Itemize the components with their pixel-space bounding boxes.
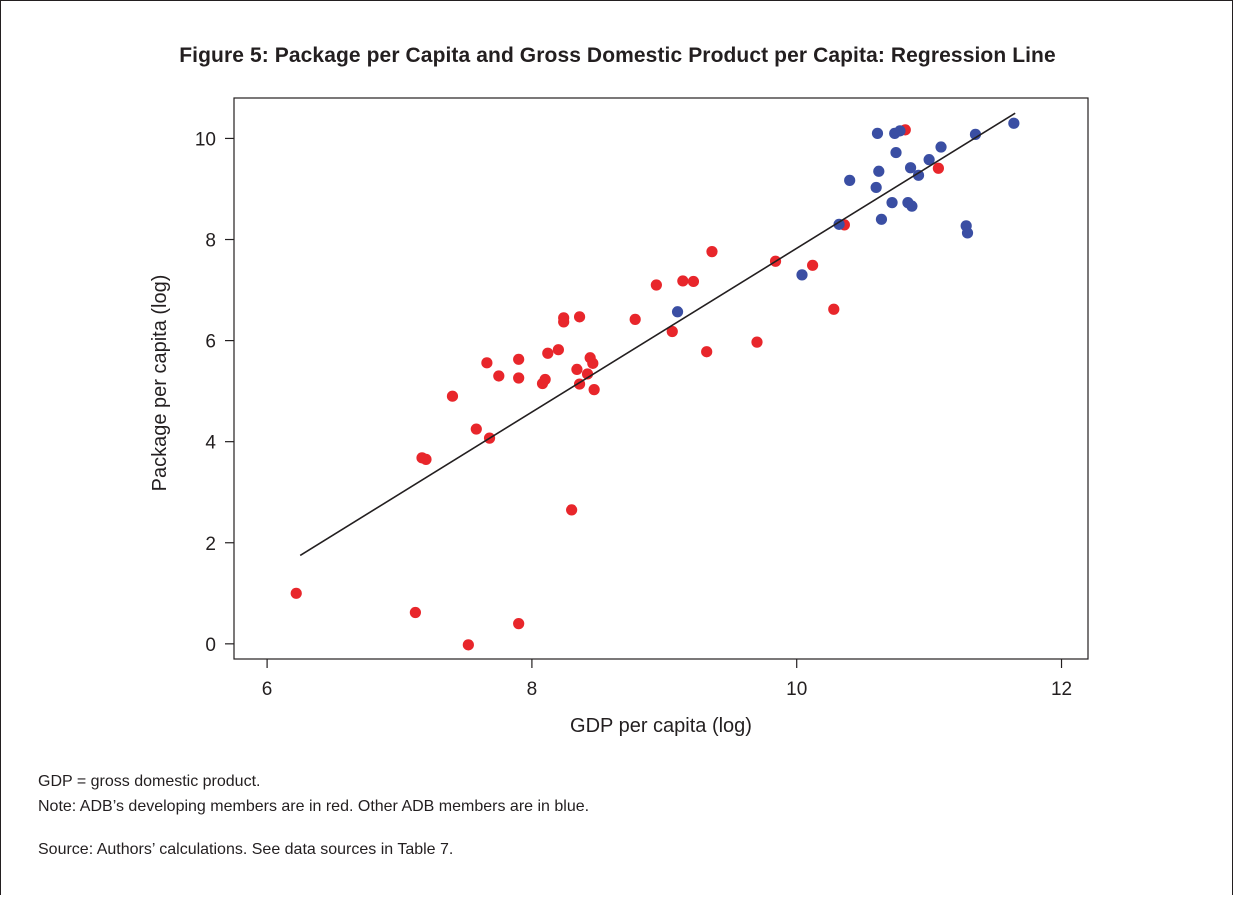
x-axis: 6 8 10 12 [262, 659, 1072, 700]
red-data-point [513, 618, 525, 630]
red-data-point [462, 639, 474, 651]
red-data-point [409, 606, 421, 619]
red-data-point [828, 303, 840, 315]
red-data-point [706, 246, 718, 258]
y-axis: 0 2 4 6 8 10 [195, 129, 234, 656]
plot-area [233, 97, 1089, 660]
blue-data-point [671, 306, 684, 318]
blue-data-point [906, 200, 918, 212]
y-axis-label: Package per capita (log) [149, 275, 171, 492]
red-data-point [446, 390, 459, 402]
blue-data-point [961, 227, 974, 239]
red-data-point [573, 311, 586, 323]
red-data-point [420, 453, 432, 465]
red-data-point [542, 347, 554, 359]
y-tick-label: 4 [205, 433, 216, 454]
blue-data-point [969, 128, 982, 140]
red-data-point [481, 357, 493, 369]
blue-data-point [890, 146, 902, 159]
regression-line [299, 112, 1016, 557]
blue-data-point [870, 181, 882, 194]
x-tick-label: 6 [262, 679, 273, 700]
x-axis-label: GDP per capita (log) [570, 715, 752, 737]
red-data-point [587, 357, 599, 369]
y-tick-label: 2 [205, 534, 216, 555]
blue-data-point [904, 162, 917, 174]
blue-data-point [844, 174, 856, 186]
red-data-point [493, 370, 505, 382]
red-data-point [513, 372, 525, 384]
red-data-point [571, 363, 583, 376]
red-data-point [513, 353, 525, 365]
blue-data-point [871, 127, 884, 139]
red-data-point [558, 316, 570, 328]
red-data-point [629, 313, 641, 325]
y-tick-label: 10 [195, 129, 216, 150]
blue-data-point [873, 165, 885, 177]
scatter-chart: 6 8 10 12 0 2 4 6 8 10 GDP per capita (log) Pack… [149, 97, 1089, 737]
blue-data-point [935, 141, 947, 153]
red-data-point [677, 275, 689, 287]
blue-data-point [912, 169, 925, 181]
red-data-point [932, 162, 944, 174]
blue-data-point [796, 269, 808, 281]
red-data-point [687, 275, 700, 288]
blue-data-point [1008, 117, 1020, 129]
data-points [290, 117, 1020, 651]
source-note: Source: Authors’ calculations. See data … [38, 841, 454, 858]
blue-data-point [875, 213, 888, 225]
red-data-point [588, 384, 600, 396]
red-data-point [751, 336, 763, 348]
blue-data-point [923, 154, 935, 166]
blue-data-point [894, 125, 906, 137]
red-data-point [470, 423, 482, 435]
x-tick-label: 10 [786, 679, 807, 700]
figure-title: Figure 5: Package per Capita and Gross D… [179, 44, 1056, 67]
red-data-point [566, 504, 578, 516]
color-note: Note: ADB’s developing members are in re… [38, 798, 590, 815]
blue-data-point [886, 197, 898, 209]
red-data-point [552, 344, 564, 356]
red-data-point [701, 346, 713, 358]
y-tick-label: 0 [205, 635, 216, 656]
x-tick-label: 12 [1051, 679, 1072, 700]
red-data-point [539, 373, 551, 386]
y-tick-label: 6 [205, 332, 216, 353]
blue-data-point [833, 218, 845, 230]
y-tick-label: 8 [205, 231, 216, 252]
red-data-point [666, 325, 678, 338]
red-data-point [650, 279, 662, 291]
x-tick-label: 8 [527, 679, 538, 700]
abbreviation-note: GDP = gross domestic product. [38, 773, 261, 790]
red-data-point [290, 587, 302, 599]
red-data-point [807, 259, 819, 271]
